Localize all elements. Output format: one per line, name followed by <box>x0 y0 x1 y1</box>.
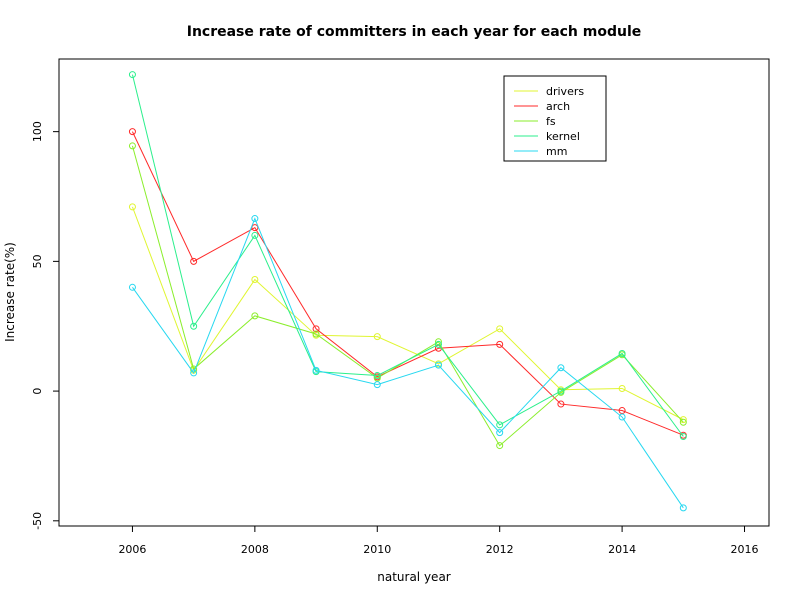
data-point-mm <box>251 215 259 223</box>
y-tick-label: 50 <box>31 254 44 268</box>
legend-label-drivers: drivers <box>546 85 584 98</box>
legend-label-mm: mm <box>546 145 567 158</box>
plot-frame <box>58 58 770 527</box>
series-arch <box>128 128 687 439</box>
data-point-drivers <box>618 384 626 392</box>
data-point-fs <box>679 418 687 426</box>
x-tick-label: 2012 <box>486 543 514 556</box>
series-mm <box>128 215 687 512</box>
data-point-mm <box>190 369 198 377</box>
x-axis-label: natural year <box>377 570 451 584</box>
data-point-mm <box>434 361 442 369</box>
data-point-mm <box>128 283 136 291</box>
data-point-arch <box>312 325 320 333</box>
series-drivers <box>128 203 687 424</box>
y-tick-label: 100 <box>31 121 44 142</box>
x-tick-label: 2006 <box>118 543 146 556</box>
y-tick-label: 0 <box>31 388 44 395</box>
series-line-kernel <box>131 74 684 437</box>
y-axis: -50 0 50 100 <box>31 121 59 530</box>
data-point-fs <box>128 142 136 150</box>
legend-box <box>503 75 607 162</box>
data-point-mm <box>373 381 381 389</box>
data-point-fs <box>251 312 259 320</box>
y-tick-label: -50 <box>31 512 44 530</box>
data-point-drivers <box>251 276 259 284</box>
legend-label-arch: arch <box>546 100 570 113</box>
data-point-kernel <box>434 340 442 348</box>
data-point-kernel <box>251 231 259 239</box>
series-line-mm <box>132 217 684 509</box>
data-point-fs <box>312 330 320 338</box>
x-tick-label: 2014 <box>608 543 636 556</box>
data-point-arch <box>251 224 259 232</box>
y-axis-label: Increase rate(%) <box>3 242 17 342</box>
series-kernel <box>128 71 687 440</box>
series-line-fs <box>131 145 684 447</box>
series-layer <box>128 71 687 512</box>
x-tick-label: 2016 <box>731 543 759 556</box>
data-point-drivers <box>373 333 381 341</box>
data-point-mm <box>618 413 626 421</box>
data-point-kernel <box>618 349 626 357</box>
data-point-kernel <box>128 71 136 79</box>
data-point-fs <box>496 442 504 450</box>
chart-title: Increase rate of committers in each year… <box>187 24 642 40</box>
data-point-kernel <box>557 387 565 395</box>
series-line-drivers <box>131 206 684 421</box>
legend-label-kernel: kernel <box>546 130 580 143</box>
data-point-mm <box>496 429 504 437</box>
data-point-arch <box>496 340 504 348</box>
series-fs <box>128 142 687 450</box>
x-axis: 2006 2008 2010 2012 2014 2016 <box>118 526 759 556</box>
data-point-arch <box>128 128 136 136</box>
legend: drivers arch fs kernel mm <box>503 75 607 162</box>
data-point-mm <box>312 366 320 374</box>
data-point-drivers <box>496 325 504 333</box>
data-point-mm <box>557 364 565 372</box>
series-line-arch <box>131 131 684 436</box>
data-point-kernel <box>496 421 504 429</box>
data-point-arch <box>557 400 565 408</box>
data-point-mm <box>679 504 687 512</box>
data-point-kernel <box>373 372 381 380</box>
data-point-arch <box>190 257 198 265</box>
x-tick-label: 2010 <box>363 543 391 556</box>
x-tick-label: 2008 <box>241 543 269 556</box>
data-point-kernel <box>190 322 198 330</box>
data-point-kernel <box>679 432 687 440</box>
legend-label-fs: fs <box>546 115 556 128</box>
data-point-drivers <box>128 203 136 211</box>
